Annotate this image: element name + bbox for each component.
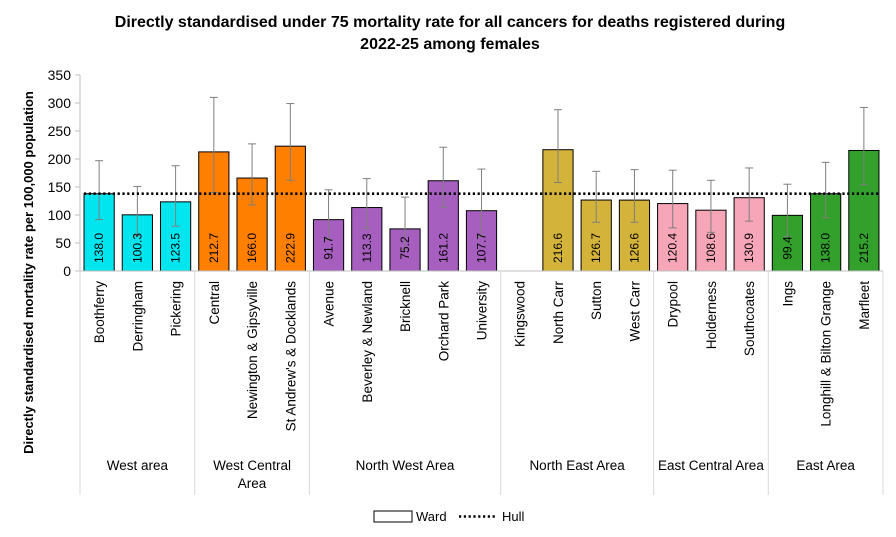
x-tick-label: North Carr bbox=[551, 281, 566, 345]
x-tick-label: Boothferry bbox=[92, 281, 107, 344]
x-tick-label: Central bbox=[207, 281, 222, 325]
y-tick-label: 350 bbox=[48, 67, 72, 83]
x-tick-label: Derringham bbox=[130, 281, 145, 352]
group-label: West Central bbox=[213, 458, 291, 473]
x-tick-label: Bricknell bbox=[398, 281, 413, 332]
group-label: North West Area bbox=[356, 458, 455, 473]
x-tick-label: Beverley & Newland bbox=[360, 281, 375, 403]
legend: Ward Hull bbox=[373, 509, 525, 524]
legend-ward-swatch bbox=[373, 510, 413, 523]
x-tick-label: Avenue bbox=[322, 281, 337, 327]
group-label: East Area bbox=[796, 458, 855, 473]
legend-hull-label: Hull bbox=[502, 509, 525, 524]
data-label: 130.9 bbox=[742, 233, 756, 263]
x-tick-label: Drypool bbox=[666, 281, 681, 328]
x-tick-label: Kingswood bbox=[513, 281, 528, 347]
data-label: 107.7 bbox=[475, 233, 489, 263]
group-label: North East Area bbox=[529, 458, 625, 473]
data-label: 215.2 bbox=[857, 233, 871, 263]
data-label: 91.7 bbox=[322, 236, 336, 260]
x-tick-label: St Andrew's & Docklands bbox=[283, 281, 298, 432]
data-label: 138.0 bbox=[92, 233, 106, 263]
data-label: 212.7 bbox=[207, 233, 221, 263]
legend-ward-label: Ward bbox=[416, 509, 447, 524]
x-tick-label: Marfleet bbox=[857, 281, 872, 330]
y-tick-label: 100 bbox=[48, 207, 72, 223]
group-label: Area bbox=[238, 476, 267, 491]
y-tick-label: 0 bbox=[63, 263, 71, 279]
y-tick-label: 50 bbox=[55, 235, 71, 251]
x-tick-label: Holderness bbox=[704, 281, 719, 350]
data-label: 123.5 bbox=[169, 233, 183, 263]
y-tick-label: 250 bbox=[48, 123, 72, 139]
data-label: 120.4 bbox=[666, 233, 680, 263]
bar bbox=[848, 149, 880, 272]
y-tick-label: 200 bbox=[48, 151, 72, 167]
data-label: 99.4 bbox=[780, 236, 794, 260]
x-tick-label: University bbox=[475, 281, 490, 341]
bar bbox=[542, 149, 574, 272]
y-tick-label: 300 bbox=[48, 95, 72, 111]
y-axis: 0 50 100 150 200 250 300 350 bbox=[48, 67, 81, 279]
y-tick-label: 150 bbox=[48, 179, 72, 195]
chart-title-line: Directly standardised under 75 mortality… bbox=[115, 14, 785, 31]
data-label: 108.6 bbox=[704, 233, 718, 263]
data-label: 166.0 bbox=[245, 233, 259, 263]
x-tick-label: Pickering bbox=[169, 281, 184, 337]
chart-title: Directly standardised under 75 mortality… bbox=[115, 14, 785, 53]
x-tick-label: Orchard Park bbox=[436, 281, 451, 362]
value-labels: 138.0 100.3 123.5 212.7 166.0 222.9 91.7 113.3 7… bbox=[92, 233, 871, 263]
x-tick-label: Sutton bbox=[589, 281, 604, 320]
data-label: 138.0 bbox=[819, 233, 833, 263]
data-label: 126.7 bbox=[589, 233, 603, 263]
y-axis-label: Directly standardised mortality rate per… bbox=[21, 91, 36, 454]
data-label: 216.6 bbox=[551, 233, 565, 263]
x-tick-label: Newington & Gipsyville bbox=[245, 281, 260, 419]
data-label: 161.2 bbox=[436, 233, 450, 263]
x-axis: Boothferry Derringham Pickering Central Newi… bbox=[79, 270, 884, 495]
x-tick-label: West Carr bbox=[627, 281, 642, 342]
x-tick-label: Southcoates bbox=[742, 281, 757, 356]
error-bars bbox=[95, 96, 868, 250]
group-label: East Central Area bbox=[658, 458, 764, 473]
y-axis-title: Directly standardised mortality rate per… bbox=[21, 91, 36, 454]
data-label: 126.6 bbox=[627, 233, 641, 263]
data-label: 222.9 bbox=[283, 233, 297, 263]
bars bbox=[83, 145, 880, 272]
x-tick-label: Longhill & Bilton Grange bbox=[819, 281, 834, 427]
group-label: West area bbox=[107, 458, 169, 473]
data-label: 75.2 bbox=[398, 236, 412, 260]
x-tick-label: Ings bbox=[780, 281, 795, 307]
data-label: 100.3 bbox=[130, 233, 144, 263]
chart-title-line: 2022-25 among females bbox=[360, 36, 540, 53]
data-label: 113.3 bbox=[360, 233, 374, 262]
